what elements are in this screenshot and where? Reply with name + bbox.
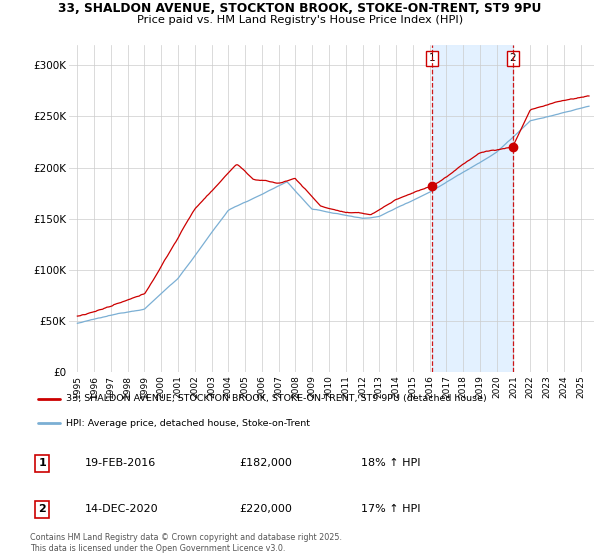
Text: 2: 2 — [509, 53, 516, 63]
Text: 2: 2 — [38, 505, 46, 514]
Text: £182,000: £182,000 — [240, 459, 293, 468]
Text: 17% ↑ HPI: 17% ↑ HPI — [361, 505, 421, 514]
Text: 33, SHALDON AVENUE, STOCKTON BROOK, STOKE-ON-TRENT, ST9 9PU (detached house): 33, SHALDON AVENUE, STOCKTON BROOK, STOK… — [66, 394, 487, 403]
Text: Price paid vs. HM Land Registry's House Price Index (HPI): Price paid vs. HM Land Registry's House … — [137, 15, 463, 25]
Text: HPI: Average price, detached house, Stoke-on-Trent: HPI: Average price, detached house, Stok… — [66, 419, 310, 428]
Text: 33, SHALDON AVENUE, STOCKTON BROOK, STOKE-ON-TRENT, ST9 9PU: 33, SHALDON AVENUE, STOCKTON BROOK, STOK… — [58, 2, 542, 15]
Text: 14-DEC-2020: 14-DEC-2020 — [85, 505, 159, 514]
Text: 19-FEB-2016: 19-FEB-2016 — [85, 459, 157, 468]
Text: 1: 1 — [38, 459, 46, 468]
Text: 18% ↑ HPI: 18% ↑ HPI — [361, 459, 421, 468]
Text: Contains HM Land Registry data © Crown copyright and database right 2025.
This d: Contains HM Land Registry data © Crown c… — [30, 533, 342, 553]
Text: £220,000: £220,000 — [240, 505, 293, 514]
Bar — [431, 45, 512, 372]
Text: 1: 1 — [428, 53, 435, 63]
